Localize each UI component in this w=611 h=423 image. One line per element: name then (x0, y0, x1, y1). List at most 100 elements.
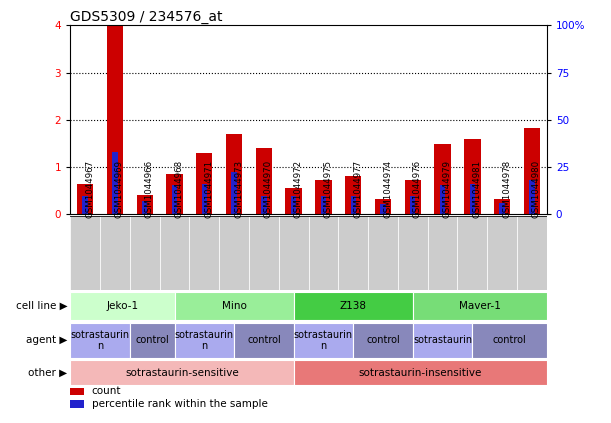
Bar (70, 292, 175, 320)
Bar (189, 216, 219, 290)
Bar (410, 195, 415, 214)
Bar (130, 323, 175, 357)
Text: sotrastaurin
n: sotrastaurin n (175, 330, 234, 351)
Text: control: control (247, 335, 280, 345)
Text: GSM1044970: GSM1044970 (264, 160, 273, 218)
Bar (413, 292, 547, 320)
Text: percentile rank within the sample: percentile rank within the sample (92, 399, 268, 409)
Text: count: count (92, 387, 121, 396)
Text: GSM1044973: GSM1044973 (234, 160, 243, 218)
Text: sotrastaurin: sotrastaurin (413, 335, 472, 345)
Bar (294, 323, 353, 357)
Text: GSM1044966: GSM1044966 (145, 160, 154, 218)
Bar (107, 25, 123, 214)
Bar (77, 184, 93, 214)
Text: control: control (492, 335, 527, 345)
Bar (368, 216, 398, 290)
Bar (136, 195, 153, 214)
Text: GSM1044979: GSM1044979 (442, 160, 452, 218)
Bar (226, 134, 243, 214)
Bar (279, 216, 309, 290)
Text: Maver-1: Maver-1 (459, 301, 501, 311)
Text: sotrastaurin
n: sotrastaurin n (70, 330, 130, 351)
Bar (338, 216, 368, 290)
Bar (285, 189, 302, 214)
Bar (494, 199, 510, 214)
Text: GSM1044975: GSM1044975 (323, 160, 332, 218)
Bar (529, 181, 535, 214)
Text: Mino: Mino (222, 301, 246, 311)
Bar (294, 360, 547, 385)
Bar (428, 216, 458, 290)
Bar (261, 195, 266, 214)
Bar (294, 292, 413, 320)
Bar (234, 323, 294, 357)
Text: GSM1044978: GSM1044978 (502, 160, 511, 218)
Bar (321, 197, 326, 214)
Bar (413, 323, 472, 357)
Bar (345, 176, 362, 214)
Bar (112, 151, 118, 214)
Text: GSM1044977: GSM1044977 (353, 160, 362, 218)
Bar (172, 185, 177, 214)
Bar (380, 204, 386, 214)
Bar (175, 292, 294, 320)
Text: Z138: Z138 (340, 301, 367, 311)
Text: GSM1044968: GSM1044968 (175, 160, 183, 218)
Bar (82, 197, 88, 214)
Text: GSM1044981: GSM1044981 (472, 160, 481, 218)
Bar (249, 216, 279, 290)
Bar (351, 195, 356, 214)
Bar (255, 148, 272, 214)
Text: GSM1044972: GSM1044972 (294, 160, 302, 218)
Bar (464, 139, 481, 214)
Bar (202, 184, 207, 214)
Text: GSM1044976: GSM1044976 (413, 160, 422, 218)
Bar (353, 323, 413, 357)
Bar (70, 387, 84, 396)
Bar (488, 216, 517, 290)
Text: GSM1044967: GSM1044967 (85, 160, 94, 218)
Bar (219, 216, 249, 290)
Bar (458, 216, 488, 290)
Text: GSM1044971: GSM1044971 (204, 160, 213, 218)
Bar (70, 216, 100, 290)
Bar (524, 129, 540, 214)
Text: GSM1044969: GSM1044969 (115, 160, 124, 218)
Bar (196, 153, 213, 214)
Text: agent ▶: agent ▶ (26, 335, 67, 345)
Text: sotrastaurin-insensitive: sotrastaurin-insensitive (359, 368, 482, 378)
Bar (404, 181, 421, 214)
Bar (291, 197, 296, 214)
Bar (159, 216, 189, 290)
Bar (175, 323, 234, 357)
Bar (70, 360, 294, 385)
Text: control: control (135, 335, 169, 345)
Bar (309, 216, 338, 290)
Bar (499, 203, 505, 214)
Text: GDS5309 / 234576_at: GDS5309 / 234576_at (70, 10, 223, 25)
Bar (100, 216, 130, 290)
Bar (375, 199, 391, 214)
Bar (470, 184, 475, 214)
Bar (70, 323, 130, 357)
Bar (440, 185, 445, 214)
Text: cell line ▶: cell line ▶ (16, 301, 67, 311)
Bar (166, 174, 183, 214)
Bar (434, 143, 451, 214)
Bar (142, 201, 147, 214)
Text: control: control (366, 335, 400, 345)
Text: GSM1044980: GSM1044980 (532, 160, 541, 218)
Text: Jeko-1: Jeko-1 (106, 301, 139, 311)
Bar (232, 172, 237, 214)
Bar (517, 216, 547, 290)
Bar (398, 216, 428, 290)
Text: other ▶: other ▶ (28, 368, 67, 378)
Bar (315, 181, 332, 214)
Text: sotrastaurin-sensitive: sotrastaurin-sensitive (125, 368, 239, 378)
Text: sotrastaurin
n: sotrastaurin n (294, 330, 353, 351)
Bar (472, 323, 547, 357)
Bar (130, 216, 159, 290)
Text: GSM1044974: GSM1044974 (383, 160, 392, 218)
Bar (70, 400, 84, 408)
